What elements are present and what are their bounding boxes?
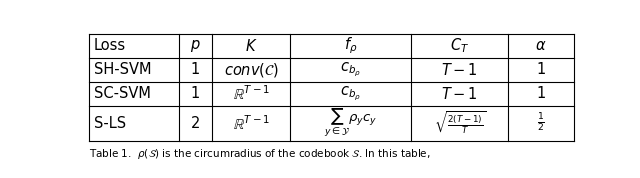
Text: $\alpha$: $\alpha$: [535, 38, 547, 53]
Text: 1: 1: [191, 62, 200, 77]
Text: Loss: Loss: [94, 38, 126, 53]
Text: Table 1.  $\rho(\mathcal{S})$ is the circumradius of the codebook $\mathcal{S}$.: Table 1. $\rho(\mathcal{S})$ is the circ…: [89, 147, 431, 161]
Text: $\sqrt{\frac{2(T-1)}{T}}$: $\sqrt{\frac{2(T-1)}{T}}$: [433, 110, 486, 137]
Text: $K$: $K$: [245, 38, 257, 54]
Text: $\frac{1}{2}$: $\frac{1}{2}$: [537, 112, 545, 134]
Text: $f_{\rho}$: $f_{\rho}$: [344, 35, 357, 56]
Text: SC-SVM: SC-SVM: [94, 86, 151, 101]
Text: $T-1$: $T-1$: [441, 86, 478, 102]
Text: SH-SVM: SH-SVM: [94, 62, 152, 77]
Text: S-LS: S-LS: [94, 116, 126, 131]
Text: $p$: $p$: [190, 38, 201, 54]
Text: 1: 1: [536, 62, 545, 77]
Text: 1: 1: [191, 86, 200, 101]
Text: $T-1$: $T-1$: [441, 62, 478, 78]
Text: $\sum_{y\in\mathcal{Y}}\rho_y c_y$: $\sum_{y\in\mathcal{Y}}\rho_y c_y$: [324, 107, 377, 139]
Text: $\mathbb{R}^{T-1}$: $\mathbb{R}^{T-1}$: [233, 114, 270, 133]
Text: $conv(\mathcal{C})$: $conv(\mathcal{C})$: [223, 61, 279, 79]
Text: 1: 1: [536, 86, 545, 101]
Text: $c_{b_{\rho}}$: $c_{b_{\rho}}$: [340, 85, 361, 103]
Text: 2: 2: [191, 116, 200, 131]
Text: $C_T$: $C_T$: [450, 36, 469, 55]
Text: $c_{b_{\rho}}$: $c_{b_{\rho}}$: [340, 61, 361, 79]
Text: $\mathbb{R}^{T-1}$: $\mathbb{R}^{T-1}$: [233, 84, 270, 103]
